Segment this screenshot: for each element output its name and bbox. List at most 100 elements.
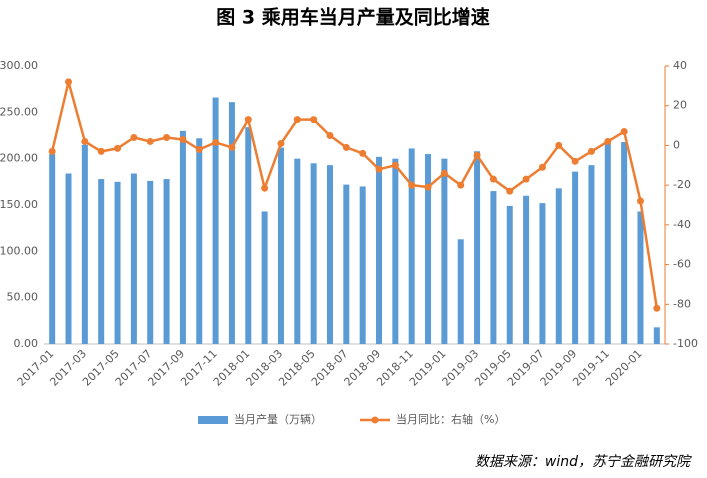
line-point	[48, 147, 56, 155]
bar	[228, 102, 235, 344]
bar	[326, 165, 333, 344]
y2-tick-label: -40	[673, 218, 691, 231]
bar	[539, 203, 546, 344]
bar	[114, 181, 121, 344]
line-point	[81, 137, 89, 145]
bar	[408, 148, 415, 344]
bar	[343, 184, 350, 344]
line-point	[473, 151, 481, 159]
x-tick-label: 2020-01	[603, 347, 645, 389]
y-tick-label: 50.00	[7, 291, 39, 304]
bar	[98, 179, 105, 344]
line-point	[97, 147, 105, 155]
line-point	[506, 187, 514, 195]
line-point	[653, 304, 661, 312]
y2-tick-label: -100	[673, 337, 698, 350]
bar	[490, 191, 497, 344]
bar	[81, 144, 88, 344]
bar	[523, 195, 530, 344]
bar	[49, 154, 56, 344]
line-point	[310, 116, 318, 124]
y-tick-label: 100.00	[0, 244, 38, 257]
bar	[294, 158, 301, 344]
bar	[604, 141, 611, 344]
line-point	[522, 175, 530, 183]
line-point	[277, 139, 285, 147]
bar	[163, 179, 170, 344]
legend-swatch	[198, 416, 228, 424]
y-tick-label: 150.00	[0, 198, 38, 211]
y-tick-label: 0.00	[14, 337, 39, 350]
bar	[212, 97, 219, 344]
bar	[621, 141, 628, 344]
bar	[65, 173, 72, 344]
bar	[376, 156, 383, 344]
line-point	[228, 143, 236, 151]
line-point	[636, 197, 644, 205]
bar	[588, 165, 595, 344]
bar	[555, 188, 562, 344]
bar	[277, 147, 284, 344]
legend-label: 当月产量（万辆）	[234, 412, 322, 426]
legend-swatch	[371, 416, 379, 424]
line-point	[489, 175, 497, 183]
bar	[572, 171, 579, 344]
bar	[359, 186, 366, 344]
line-point	[440, 169, 448, 177]
y2-tick-label: -60	[673, 258, 691, 271]
line-point	[424, 183, 432, 191]
y2-tick-label: -80	[673, 297, 691, 310]
line-point	[555, 141, 563, 149]
bar	[653, 327, 660, 344]
line-point	[244, 116, 252, 124]
line-point	[293, 116, 301, 124]
bar	[637, 211, 644, 344]
bar	[130, 173, 137, 344]
bar	[457, 239, 464, 344]
y2-tick-label: 40	[673, 59, 687, 72]
line-point	[457, 181, 465, 189]
y2-tick-label: 0	[673, 138, 680, 151]
line-point	[114, 144, 122, 152]
line-point	[65, 78, 73, 86]
chart-title: 图 3 乘用车当月产量及同比增速	[216, 6, 489, 29]
bar	[261, 211, 268, 344]
bar	[506, 205, 513, 344]
line-point	[391, 161, 399, 169]
source: 数据来源：wind，苏宁金融研究院	[475, 454, 692, 470]
bar	[196, 138, 203, 344]
line-point	[326, 132, 334, 139]
line-point	[538, 163, 546, 171]
legend-label: 当月同比：右轴（%）	[396, 412, 505, 426]
y-tick-label: 250.00	[0, 105, 38, 118]
y-tick-label: 300.00	[0, 59, 38, 72]
y-tick-label: 200.00	[0, 152, 38, 165]
line-point	[408, 181, 416, 189]
bar	[245, 127, 252, 344]
bar	[425, 154, 432, 344]
line	[50, 81, 659, 309]
line-point	[195, 145, 203, 153]
line-point	[342, 143, 350, 151]
line-point	[620, 128, 628, 136]
line-point	[375, 165, 383, 173]
line-point	[212, 138, 220, 146]
line-point	[571, 157, 579, 165]
line-point	[604, 137, 612, 145]
line-point	[163, 133, 171, 141]
bar	[441, 158, 448, 344]
line-point	[261, 184, 269, 192]
line-point	[359, 149, 367, 157]
line-point	[587, 147, 595, 155]
line-point	[179, 135, 187, 143]
y2-tick-label: -20	[673, 178, 691, 191]
bar	[147, 180, 154, 344]
y2-tick-label: 20	[673, 99, 687, 112]
bar	[392, 158, 399, 344]
line-point	[146, 137, 154, 145]
bar	[179, 130, 186, 344]
bar	[474, 151, 481, 344]
bar	[310, 163, 317, 344]
line-point	[130, 133, 138, 141]
